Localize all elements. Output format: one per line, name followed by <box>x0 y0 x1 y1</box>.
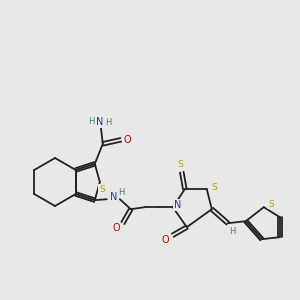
Text: S: S <box>99 184 105 194</box>
Text: H: H <box>118 188 125 197</box>
Text: S: S <box>177 160 183 169</box>
Text: O: O <box>124 135 132 145</box>
Text: H: H <box>230 227 236 236</box>
Text: S: S <box>211 183 217 192</box>
Text: O: O <box>162 235 169 245</box>
Text: N: N <box>110 192 118 202</box>
Text: N: N <box>174 200 182 210</box>
Text: S: S <box>268 200 274 209</box>
Text: H: H <box>88 117 95 126</box>
Text: H: H <box>106 118 112 127</box>
Text: O: O <box>113 223 121 233</box>
Text: N: N <box>96 117 103 127</box>
